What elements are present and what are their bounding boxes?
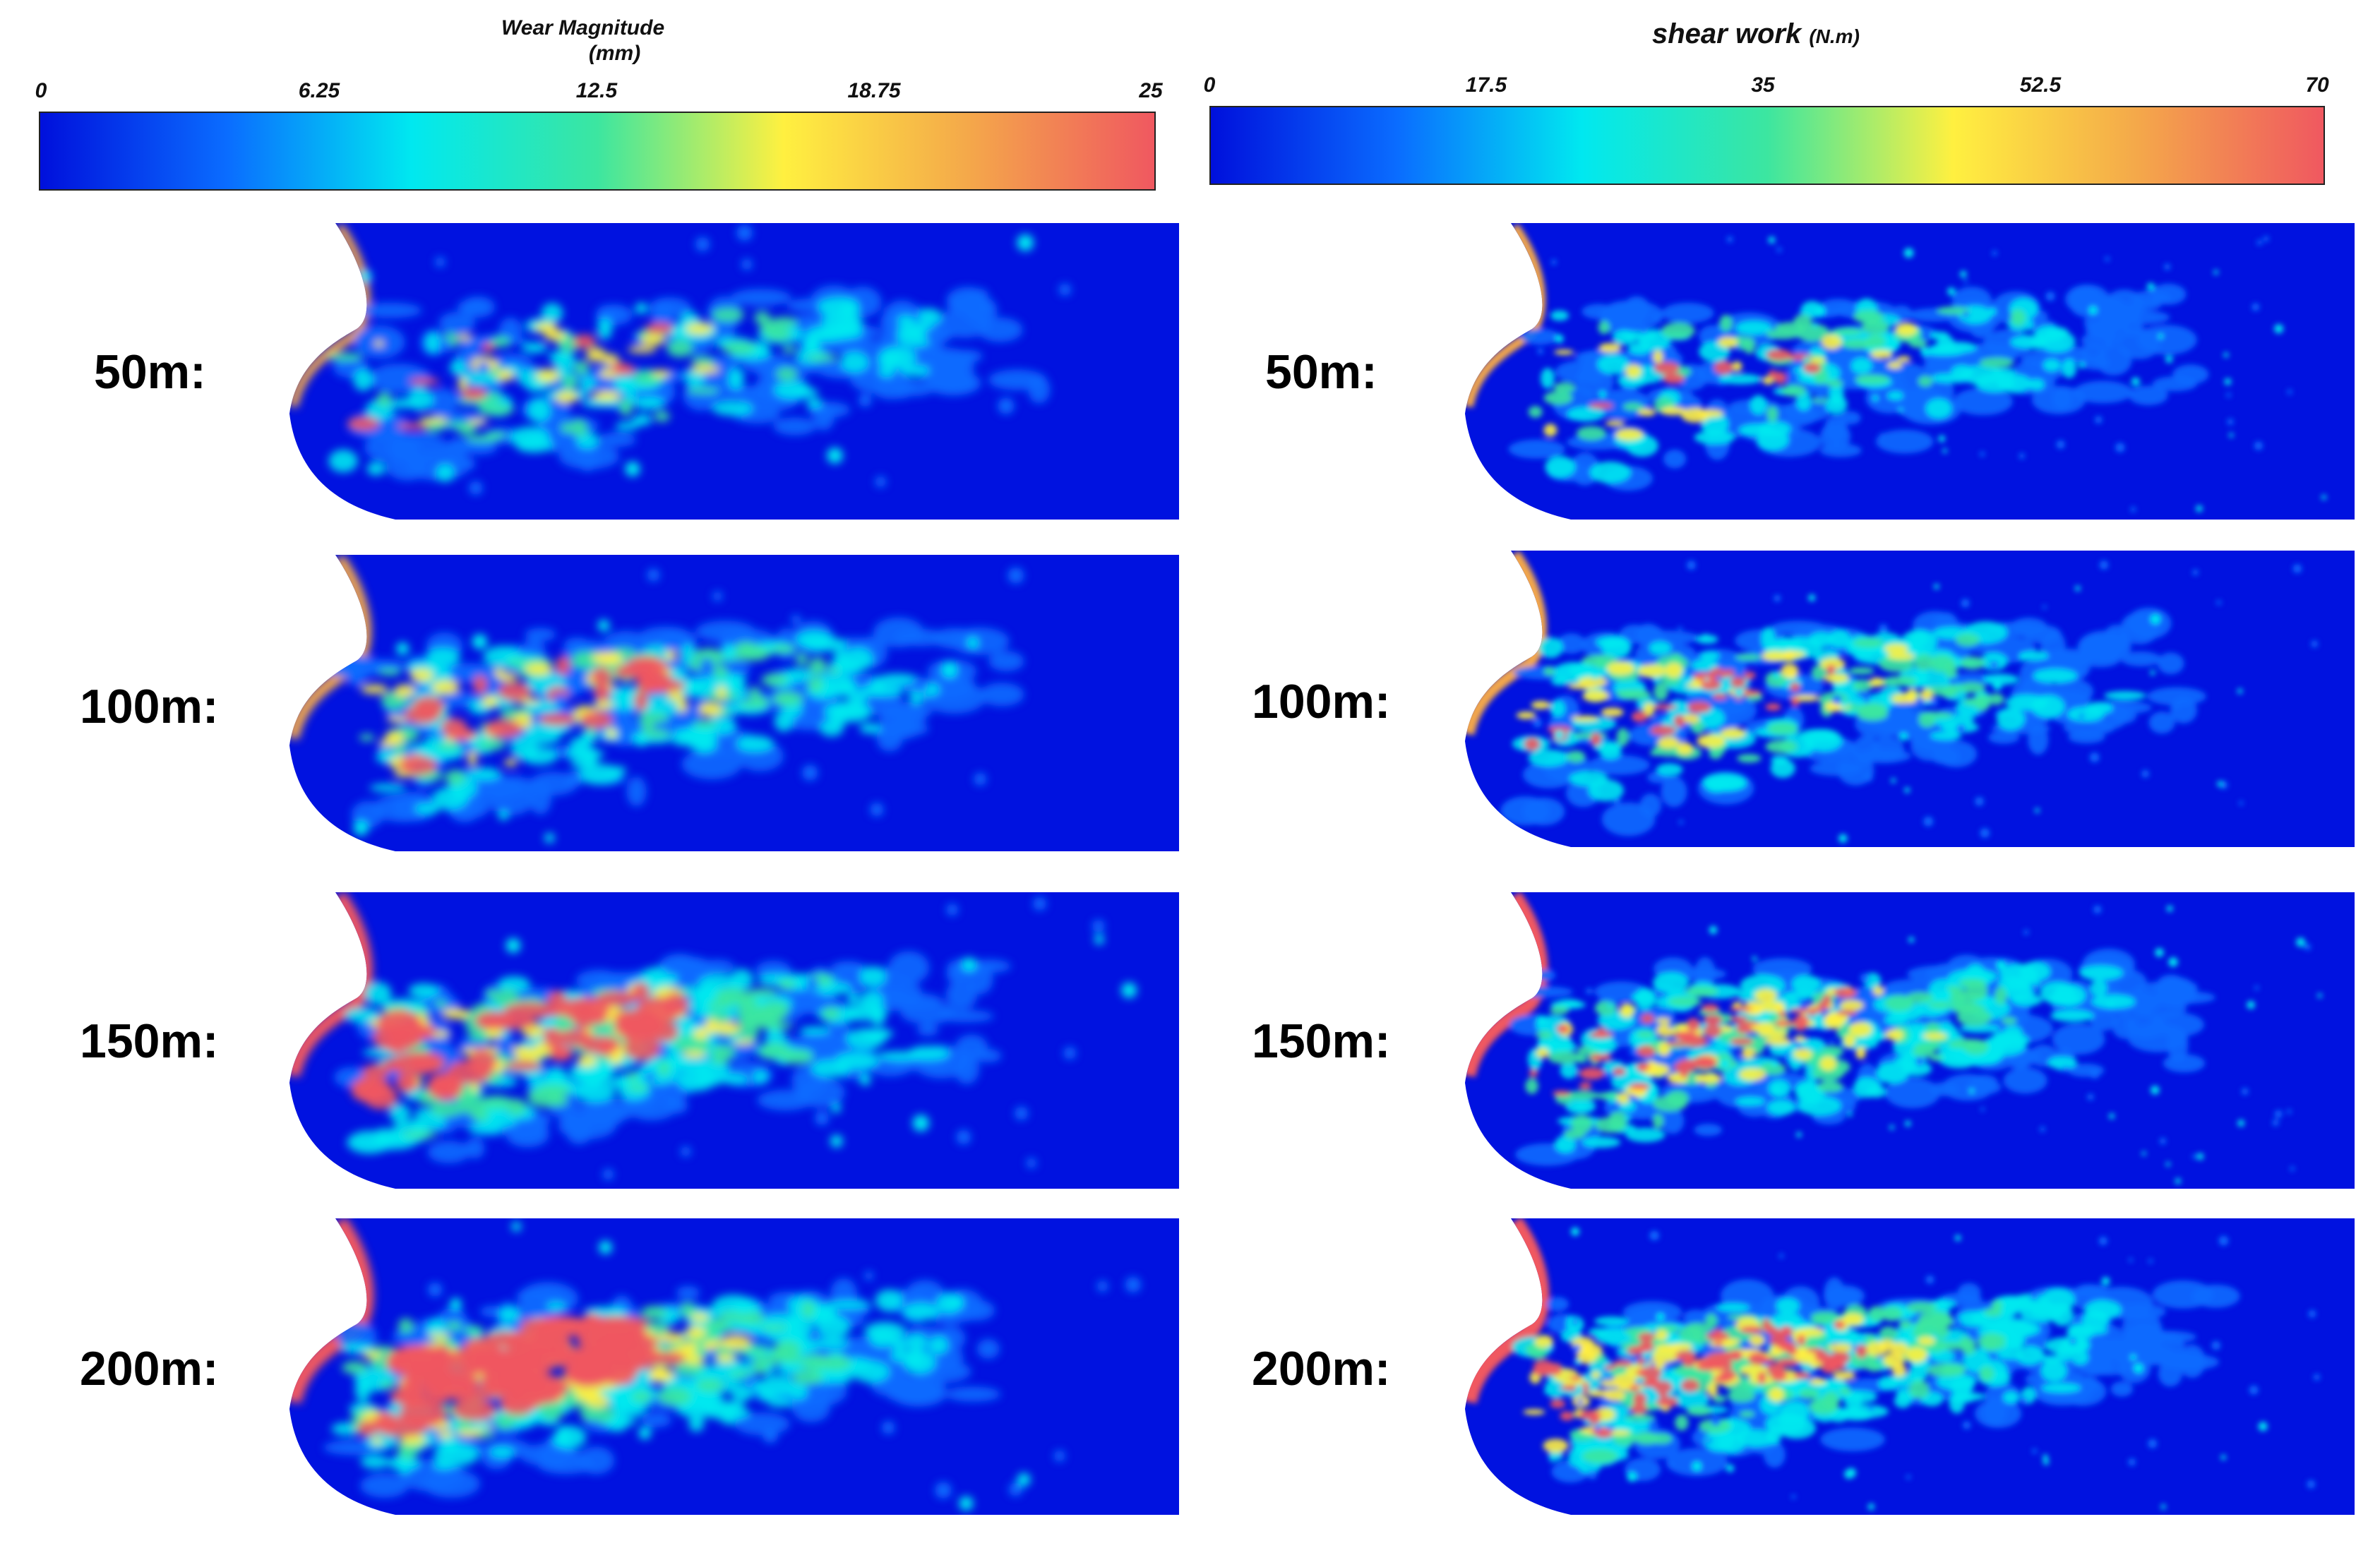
shear-tick-4: 70 — [2305, 73, 2329, 97]
shear-hull-200m — [1465, 1218, 2355, 1515]
shear-hull-100m — [1465, 551, 2355, 847]
wear-tick-0: 0 — [35, 79, 47, 102]
row-label-100m-right: 100m: — [1252, 675, 1391, 728]
row-label-100m-left: 100m: — [80, 680, 219, 733]
wear-magnitude-title: Wear Magnitude (mm) — [501, 16, 665, 65]
wear-magnitude-colorbar — [39, 112, 1156, 191]
row-label-50m-left: 50m: — [94, 345, 206, 399]
wear-hull-150m — [289, 892, 1179, 1189]
wear-tick-2: 12.5 — [575, 79, 618, 102]
wear-hull-200m — [289, 1218, 1179, 1515]
wear-hull-50m — [289, 223, 1179, 520]
wear-hull-100m — [289, 555, 1179, 851]
wear-tick-1: 6.25 — [298, 79, 340, 102]
shear-hull-150m — [1465, 892, 2355, 1189]
shear-tick-2: 35 — [1751, 73, 1775, 97]
row-label-50m-right: 50m: — [1265, 345, 1377, 399]
row-label-200m-right: 200m: — [1252, 1342, 1391, 1396]
row-label-150m-right: 150m: — [1252, 1014, 1391, 1068]
shear-hull-50m — [1465, 223, 2355, 520]
row-label-150m-left: 150m: — [80, 1014, 219, 1068]
row-label-200m-left: 200m: — [80, 1342, 219, 1396]
shear-tick-0: 0 — [1203, 73, 1216, 97]
wear-tick-3: 18.75 — [847, 79, 901, 102]
shear-work-title: shear work (N.m) — [1652, 18, 1860, 49]
shear-tick-1: 17.5 — [1465, 73, 1507, 97]
wear-tick-4: 25 — [1139, 79, 1163, 102]
shear-work-colorbar — [1209, 106, 2325, 185]
shear-tick-3: 52.5 — [2019, 73, 2062, 97]
